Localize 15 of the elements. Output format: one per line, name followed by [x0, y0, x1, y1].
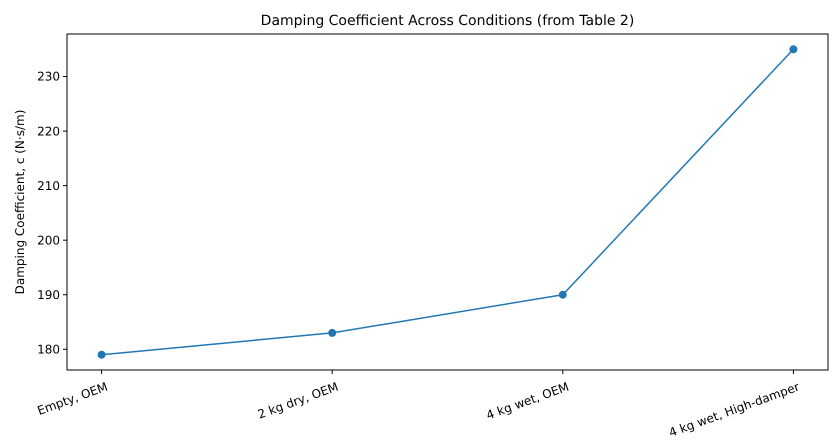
y-tick-label: 180 — [37, 342, 60, 356]
point — [328, 328, 336, 337]
x-tick-label: Empty, OEM — [35, 380, 110, 418]
point — [98, 350, 106, 359]
x-tick-label: 2 kg dry, OEM — [256, 380, 340, 422]
point — [558, 290, 567, 299]
x-tick-label: 4 kg wet, OEM — [484, 380, 571, 422]
chart-title: Damping Coefficient Across Conditions (from Table 2) — [260, 13, 634, 29]
y-axis-title: Damping Coefficient, c (N·s/m) — [13, 110, 27, 294]
y-tick-label: 190 — [37, 288, 60, 302]
y-tick-label: 210 — [37, 178, 60, 193]
point — [789, 45, 798, 54]
y-tick-label: 200 — [37, 233, 60, 248]
y-tick-label: 230 — [37, 70, 60, 84]
y-tick-label: 220 — [37, 124, 60, 138]
